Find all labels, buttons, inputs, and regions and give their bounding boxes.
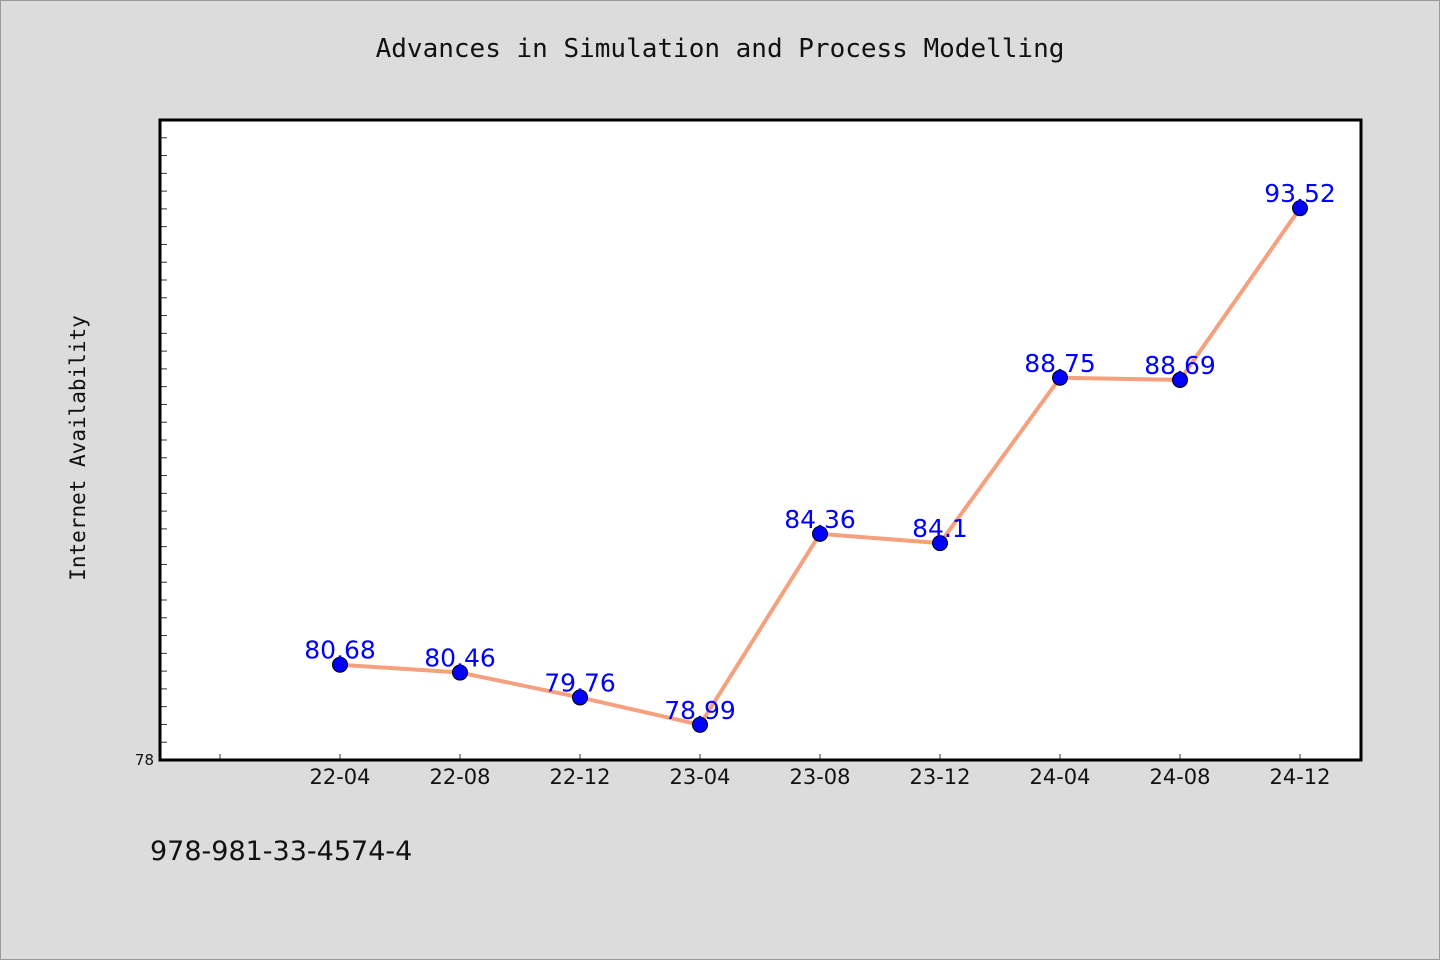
- data-label: 84.1: [912, 514, 968, 543]
- x-tick-label: 22-04: [309, 765, 370, 789]
- data-label: 80.46: [424, 644, 496, 673]
- x-tick-label: 23-12: [909, 765, 970, 789]
- data-point: [452, 664, 468, 681]
- plot-area: [160, 120, 1361, 760]
- data-label: 88.69: [1144, 351, 1216, 380]
- x-tick-label: 22-08: [429, 765, 490, 789]
- data-point: [932, 535, 948, 552]
- x-tick-label: 24-08: [1149, 765, 1210, 789]
- data-label: 78.99: [664, 696, 736, 725]
- data-point: [812, 525, 828, 542]
- x-tick-label: 24-04: [1029, 765, 1090, 789]
- data-point: [692, 716, 708, 733]
- data-label: 88.75: [1024, 349, 1096, 378]
- y-tick-label: 78: [135, 751, 154, 769]
- chart-title: Advances in Simulation and Process Model…: [375, 34, 1065, 64]
- data-point: [332, 656, 348, 673]
- x-tick-label: 22-12: [549, 765, 610, 789]
- x-tick-label: 23-04: [669, 765, 730, 789]
- x-tick-label: 24-12: [1269, 765, 1330, 789]
- x-tick-label: 23-08: [789, 765, 850, 789]
- data-point: [1172, 371, 1188, 388]
- data-label: 93.52: [1264, 179, 1336, 208]
- data-label: 84.36: [784, 505, 856, 534]
- plot-border: [158, 118, 1363, 762]
- data-label: 80.68: [304, 636, 376, 665]
- data-point: [1052, 369, 1068, 386]
- data-point: [1292, 200, 1308, 217]
- data-point: [572, 689, 588, 706]
- data-label: 79.76: [544, 668, 616, 697]
- isbn-text: 978-981-33-4574-4: [150, 836, 413, 867]
